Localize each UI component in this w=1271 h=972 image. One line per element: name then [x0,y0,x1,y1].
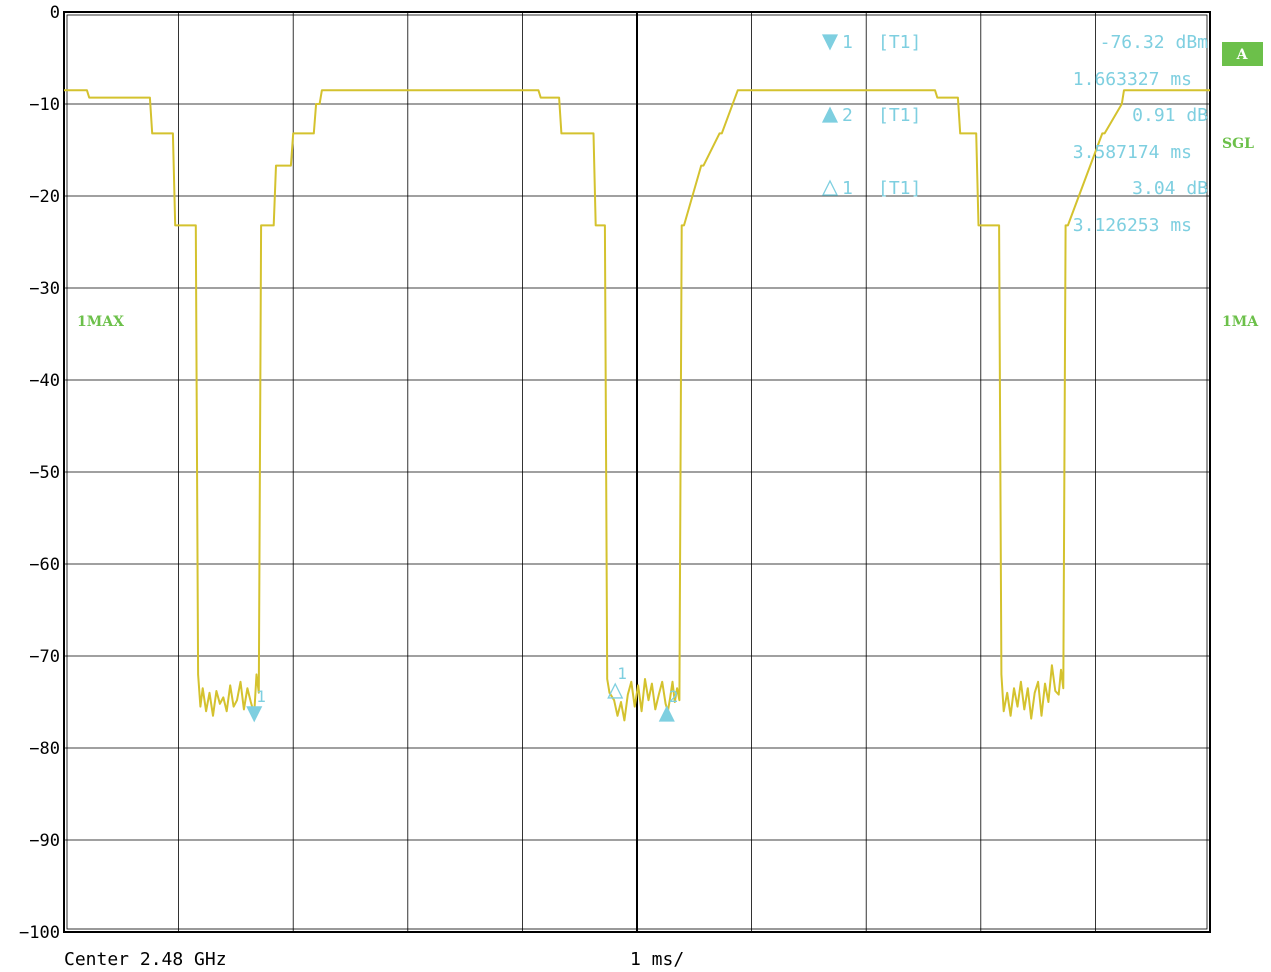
y-tick-label: −30 [29,279,60,299]
marker-table-symbol [821,106,839,123]
delta-1-symbol [607,682,624,699]
marker-table-id: 1 [842,178,853,199]
marker-table-id: 1 [842,32,853,53]
delta-2-label: 2 [669,687,679,706]
y-tick-label: −100 [19,923,60,943]
badge-box [1222,42,1263,66]
marker-table-value: 3.04 dB [1132,178,1208,199]
delta-2-symbol [658,705,675,722]
plot-frame [63,11,1211,933]
badge-a: A [1236,47,1249,63]
marker-table-value: -76.32 dBm [1100,32,1208,53]
y-tick-label: −80 [29,739,60,759]
marker-table-trace: [T1] [878,105,921,126]
marker-table-time: 1.663327 ms [1073,69,1192,90]
marker-table: 1 [T1] -76.32 dBm 1.663327 ms 2 [T1] 0.91 dB 3.… [821,32,1208,236]
mode-label: SGL [1222,136,1254,152]
marker-1-label: 1 [256,687,266,706]
y-tick-labels: 0 −10 −20 −30 −40 −50 −60 −70 −80 −90 −100 [19,3,60,943]
trace-line [64,89,1210,722]
marker-table-trace: [T1] [878,178,921,199]
trace-label-left: 1MAX [77,314,124,330]
marker-table-time: 3.587174 ms [1073,142,1192,163]
delta-1-label: 1 [617,664,627,683]
marker-table-symbol [821,179,839,196]
marker-table-time: 3.126253 ms [1073,215,1192,236]
y-tick-label: −70 [29,647,60,667]
trace-label-right: 1MA [1222,314,1259,330]
y-tick-label: 0 [50,3,60,23]
marker-table-id: 2 [842,105,853,126]
y-tick-label: −50 [29,463,60,483]
trace-layer [64,89,1210,722]
footer-center-frequency: Center 2.48 GHz [64,949,227,970]
marker-table-value: 0.91 dB [1132,105,1208,126]
marker-1-symbol [246,706,263,723]
marker-table-trace: [T1] [878,32,921,53]
plot-frame-inner [66,14,1208,930]
y-tick-label: −20 [29,187,60,207]
marker-table-symbol [821,34,839,51]
y-tick-label: −60 [29,555,60,575]
footer-span: 1 ms/ [630,949,684,970]
y-tick-label: −40 [29,371,60,391]
marker-layer: 1 1 2 [246,664,679,723]
y-tick-label: −10 [29,95,60,115]
grid [64,12,1210,932]
y-tick-label: −90 [29,831,60,851]
